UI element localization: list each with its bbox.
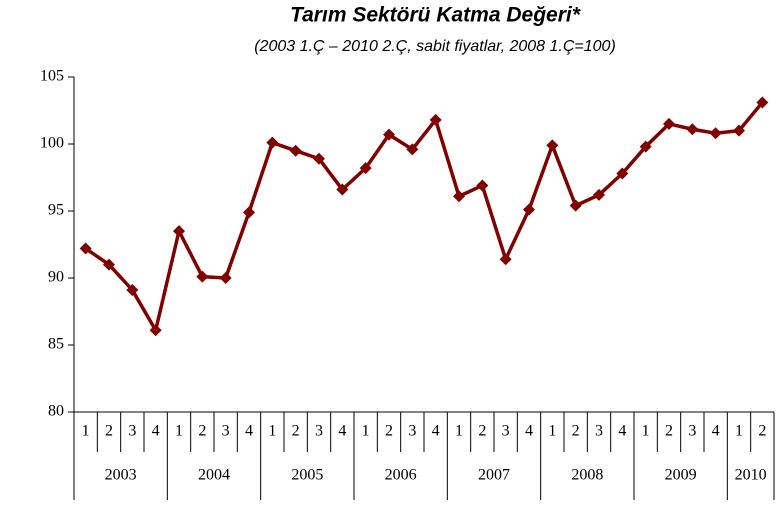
x-tick-label: 1	[268, 423, 276, 440]
chart-title: Tarım Sektörü Katma Değeri*	[290, 4, 581, 27]
x-group-label: 2007	[478, 467, 510, 484]
x-group-label: 2010	[735, 467, 767, 484]
x-group-label: 2009	[665, 467, 697, 484]
x-group-label: 2003	[105, 467, 137, 484]
x-tick-label: 3	[502, 423, 510, 440]
x-tick-label: 2	[198, 423, 206, 440]
x-tick-label: 3	[222, 423, 230, 440]
y-tick-label: 85	[48, 336, 64, 353]
marker	[686, 123, 699, 136]
marker	[616, 167, 629, 180]
marker	[383, 128, 395, 141]
y-tick-label: 90	[48, 269, 64, 286]
x-tick-label: 4	[525, 423, 533, 440]
x-tick-label: 2	[665, 423, 673, 440]
marker	[359, 162, 372, 175]
marker	[103, 258, 115, 271]
marker	[593, 188, 605, 201]
marker	[173, 225, 185, 238]
marker	[639, 140, 652, 153]
line	[84, 101, 764, 333]
y-tick-label: 80	[48, 403, 64, 420]
x-tick-label: 4	[338, 423, 346, 440]
y-tick-label: 100	[40, 135, 64, 152]
x-tick-label: 3	[315, 423, 323, 440]
x-tick-label: 3	[128, 423, 136, 440]
y-tick-label: 95	[48, 202, 64, 219]
marker	[219, 272, 232, 284]
x-tick-label: 2	[758, 423, 766, 440]
x-tick-label: 2	[385, 423, 393, 440]
x-tick-label: 3	[595, 423, 603, 440]
x-group-label: 2004	[198, 467, 230, 484]
marker	[126, 284, 139, 297]
x-tick-label: 1	[455, 423, 463, 440]
chart-subtitle: (2003 1.Ç – 2010 2.Ç, sabit fiyatlar, 20…	[254, 38, 616, 55]
marker	[756, 96, 769, 109]
marker	[289, 144, 302, 157]
marker	[336, 183, 349, 196]
marker	[429, 113, 442, 126]
x-tick-label: 1	[82, 423, 90, 440]
x-tick-label: 1	[175, 423, 183, 440]
marker	[733, 124, 745, 137]
x-tick-label: 4	[712, 423, 720, 440]
x-tick-label: 1	[362, 423, 370, 440]
x-tick-label: 2	[105, 423, 113, 440]
marker	[476, 179, 489, 192]
x-group-label: 2006	[385, 467, 417, 484]
x-tick-label: 4	[152, 423, 160, 440]
marker	[453, 190, 465, 203]
marker	[406, 143, 419, 156]
marker	[499, 253, 512, 266]
marker	[149, 324, 162, 337]
marker	[709, 127, 722, 140]
marker	[313, 152, 325, 165]
y-tick-label: 105	[40, 68, 64, 85]
marker	[196, 270, 209, 283]
x-tick-label: 2	[478, 423, 486, 440]
x-tick-label: 4	[432, 423, 440, 440]
marker	[243, 206, 255, 219]
marker	[523, 203, 535, 216]
x-tick-label: 4	[245, 423, 253, 440]
marker	[569, 199, 582, 212]
marker	[266, 136, 279, 149]
marker	[663, 117, 675, 130]
x-tick-label: 1	[642, 423, 650, 440]
x-tick-label: 1	[548, 423, 556, 440]
x-tick-label: 4	[618, 423, 626, 440]
x-tick-label: 2	[292, 423, 300, 440]
x-group-label: 2005	[291, 467, 323, 484]
marker	[79, 242, 92, 255]
x-tick-label: 3	[688, 423, 696, 440]
marker	[546, 139, 559, 152]
x-tick-label: 1	[735, 423, 743, 440]
x-group-label: 2008	[571, 467, 603, 484]
x-tick-label: 3	[408, 423, 416, 440]
x-tick-label: 2	[572, 423, 580, 440]
